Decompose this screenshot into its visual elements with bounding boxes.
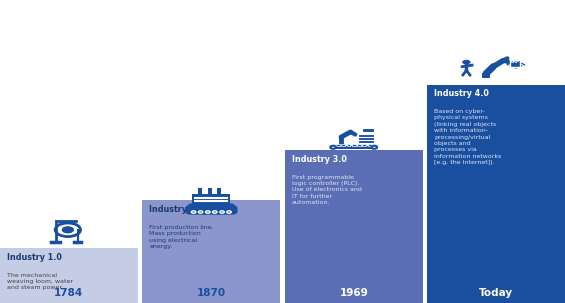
Bar <box>218 188 221 194</box>
FancyBboxPatch shape <box>0 248 138 303</box>
Bar <box>482 73 490 78</box>
Circle shape <box>192 211 196 213</box>
FancyBboxPatch shape <box>185 205 209 215</box>
FancyBboxPatch shape <box>214 205 237 215</box>
FancyBboxPatch shape <box>358 138 374 143</box>
Text: First programmable
logic controller (PLC).
Use of electronics and
IT for further: First programmable logic controller (PLC… <box>292 175 362 205</box>
Circle shape <box>62 227 73 233</box>
Bar <box>346 144 350 146</box>
Text: Industry 2.0: Industry 2.0 <box>149 205 204 214</box>
Text: 1870: 1870 <box>197 288 226 298</box>
FancyBboxPatch shape <box>285 150 423 303</box>
Circle shape <box>198 211 203 213</box>
Bar <box>336 144 340 146</box>
Text: Industry 3.0: Industry 3.0 <box>292 155 346 164</box>
Circle shape <box>206 211 210 213</box>
Text: Based on cyber-
physical systems
(linking real objects
with information-
process: Based on cyber- physical systems (linkin… <box>434 109 501 165</box>
FancyBboxPatch shape <box>362 128 374 132</box>
Text: 1969: 1969 <box>340 288 368 298</box>
Bar <box>208 188 212 194</box>
Bar <box>198 188 202 194</box>
Text: 1784: 1784 <box>54 288 84 298</box>
Text: First production line.
Mass production
using electrical
energy.: First production line. Mass production u… <box>149 225 214 249</box>
FancyBboxPatch shape <box>358 135 374 137</box>
Text: ERP: ERP <box>511 60 520 64</box>
FancyBboxPatch shape <box>216 203 235 212</box>
Bar <box>357 144 361 146</box>
Text: Today: Today <box>479 288 513 298</box>
Circle shape <box>331 146 336 149</box>
Bar <box>341 144 345 146</box>
Bar <box>192 194 231 204</box>
FancyBboxPatch shape <box>199 205 223 215</box>
FancyBboxPatch shape <box>358 136 374 140</box>
FancyBboxPatch shape <box>142 201 280 303</box>
Circle shape <box>227 211 231 213</box>
Text: Industry 4.0: Industry 4.0 <box>434 89 489 98</box>
Bar <box>352 144 355 146</box>
FancyBboxPatch shape <box>188 203 207 212</box>
Circle shape <box>220 211 224 213</box>
Bar <box>362 144 366 146</box>
FancyBboxPatch shape <box>427 85 565 303</box>
FancyBboxPatch shape <box>510 60 520 67</box>
FancyBboxPatch shape <box>202 203 221 212</box>
Bar <box>332 146 376 148</box>
Text: Industry 1.0: Industry 1.0 <box>7 253 62 262</box>
Circle shape <box>212 211 217 213</box>
Circle shape <box>462 60 471 65</box>
Circle shape <box>371 146 377 149</box>
Text: The mechanical
weaving loom, water
and steam power.: The mechanical weaving loom, water and s… <box>7 273 73 291</box>
Circle shape <box>515 68 517 69</box>
Bar <box>368 144 371 146</box>
